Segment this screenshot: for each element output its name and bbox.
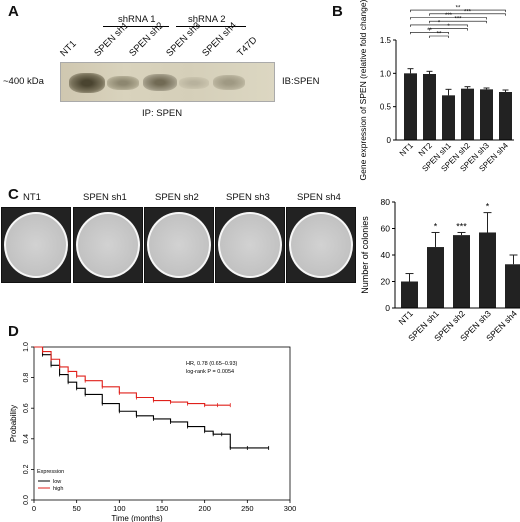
- bar: [453, 235, 470, 308]
- significance-label: *: [438, 20, 441, 26]
- significance-bracket: [410, 9, 506, 13]
- group-line-shrna1: [103, 26, 169, 27]
- significance-label: ***: [464, 9, 472, 15]
- lane-label: T47D: [235, 34, 260, 59]
- dish-label: SPEN sh4: [297, 192, 341, 203]
- legend-high-label: high: [53, 486, 63, 492]
- y-tick-label: 0.5: [380, 103, 392, 112]
- y-tick-label: 1.0: [23, 342, 30, 352]
- significance-label: *: [447, 24, 450, 30]
- dish-label: SPEN sh2: [155, 192, 199, 203]
- significance-bracket: [429, 20, 487, 24]
- bar: [499, 92, 512, 140]
- legend-low-label: low: [53, 479, 61, 485]
- y-tick-label: 0.4: [23, 434, 30, 444]
- colony-dish-sh3: [215, 207, 285, 283]
- significance-label: ***: [456, 221, 467, 231]
- x-tick-label: 250: [241, 504, 254, 513]
- x-tick-label: 0: [32, 504, 36, 513]
- significance-label: *: [434, 221, 438, 231]
- y-tick-label: 80: [381, 197, 391, 207]
- panel-d-letter: D: [8, 323, 19, 340]
- y-tick-label: 0.8: [23, 373, 30, 383]
- group-line-shrna2: [176, 26, 246, 27]
- bar: [427, 247, 444, 308]
- y-tick-label: 0: [385, 303, 390, 313]
- dish-label: NT1: [23, 192, 41, 203]
- y-axis-label: Probability: [9, 405, 18, 442]
- lane-label: NT1: [58, 38, 79, 59]
- legend-title: Expression: [37, 469, 64, 475]
- dish-label: SPEN sh1: [83, 192, 127, 203]
- significance-bracket: [410, 17, 487, 20]
- colony-dish-sh2: [144, 207, 214, 283]
- panel-a-letter: A: [8, 3, 19, 20]
- y-axis-label: Gene expression of SPEN (relative fold c…: [358, 0, 368, 180]
- x-tick-label: NT1: [398, 141, 415, 158]
- molecular-weight-label: ~400 kDa: [3, 76, 44, 87]
- ib-label: IB:SPEN: [282, 76, 320, 87]
- panel-b-letter: B: [332, 3, 343, 20]
- bar: [479, 232, 496, 308]
- significance-bracket: [429, 13, 506, 16]
- plot-frame: [33, 346, 291, 501]
- group-label-shrna1: shRNA 1: [118, 14, 156, 25]
- significance-label: **: [427, 28, 432, 34]
- significance-label: **: [456, 6, 461, 12]
- western-blot-image: [60, 62, 275, 102]
- significance-bracket: [429, 35, 449, 38]
- y-tick-label: 0.0: [23, 495, 30, 505]
- y-tick-label: 0.2: [23, 464, 30, 474]
- survival-curve-high: [34, 346, 231, 406]
- bar: [404, 73, 417, 140]
- significance-label: *: [486, 202, 490, 212]
- x-tick-label: 100: [113, 504, 126, 513]
- significance-bracket: [410, 24, 468, 27]
- bar: [442, 95, 455, 140]
- x-tick-label: 200: [198, 504, 211, 513]
- colony-dish-sh1: [73, 207, 143, 283]
- x-tick-label: NT1: [396, 308, 415, 327]
- hazard-ratio-label: HR, 0.78 (0.65–0.93): [186, 361, 238, 367]
- significance-label: ***: [454, 17, 462, 23]
- bar: [505, 264, 520, 308]
- survival-curve-chart: 0 50 100 150 200 250 300 0.0 0.2 0.4 0.6 0.8 1.0 Time…: [9, 342, 297, 522]
- x-axis-label: Time (months): [111, 514, 163, 522]
- significance-label: ***: [445, 13, 453, 19]
- x-tick-label: 50: [72, 504, 80, 513]
- x-tick-label: 300: [284, 504, 297, 513]
- group-label-shrna2: shRNA 2: [188, 14, 226, 25]
- dish-label: SPEN sh3: [226, 192, 270, 203]
- colony-dish-sh4: [286, 207, 356, 283]
- panel-c-letter: C: [8, 186, 19, 203]
- logrank-label: log-rank P = 0.0054: [186, 369, 234, 375]
- significance-bracket: [429, 28, 468, 31]
- bar: [461, 88, 474, 140]
- y-tick-label: 20: [381, 277, 391, 287]
- y-tick-label: 1.0: [380, 69, 392, 78]
- y-tick-label: 40: [381, 250, 391, 260]
- ip-label: IP: SPEN: [142, 108, 183, 119]
- colony-dish-nt1: [1, 207, 71, 283]
- y-axis-label: Number of colonies: [360, 216, 370, 294]
- x-tick-label: 150: [156, 504, 169, 513]
- significance-bracket: [410, 31, 449, 35]
- y-tick-label: 0: [387, 136, 392, 145]
- significance-label: **: [437, 32, 442, 38]
- y-tick-label: 1.5: [380, 36, 392, 45]
- y-tick-label: 60: [381, 224, 391, 234]
- bar: [423, 74, 436, 140]
- y-tick-label: 0.6: [23, 403, 30, 413]
- bar: [480, 89, 493, 140]
- bar: [401, 281, 418, 308]
